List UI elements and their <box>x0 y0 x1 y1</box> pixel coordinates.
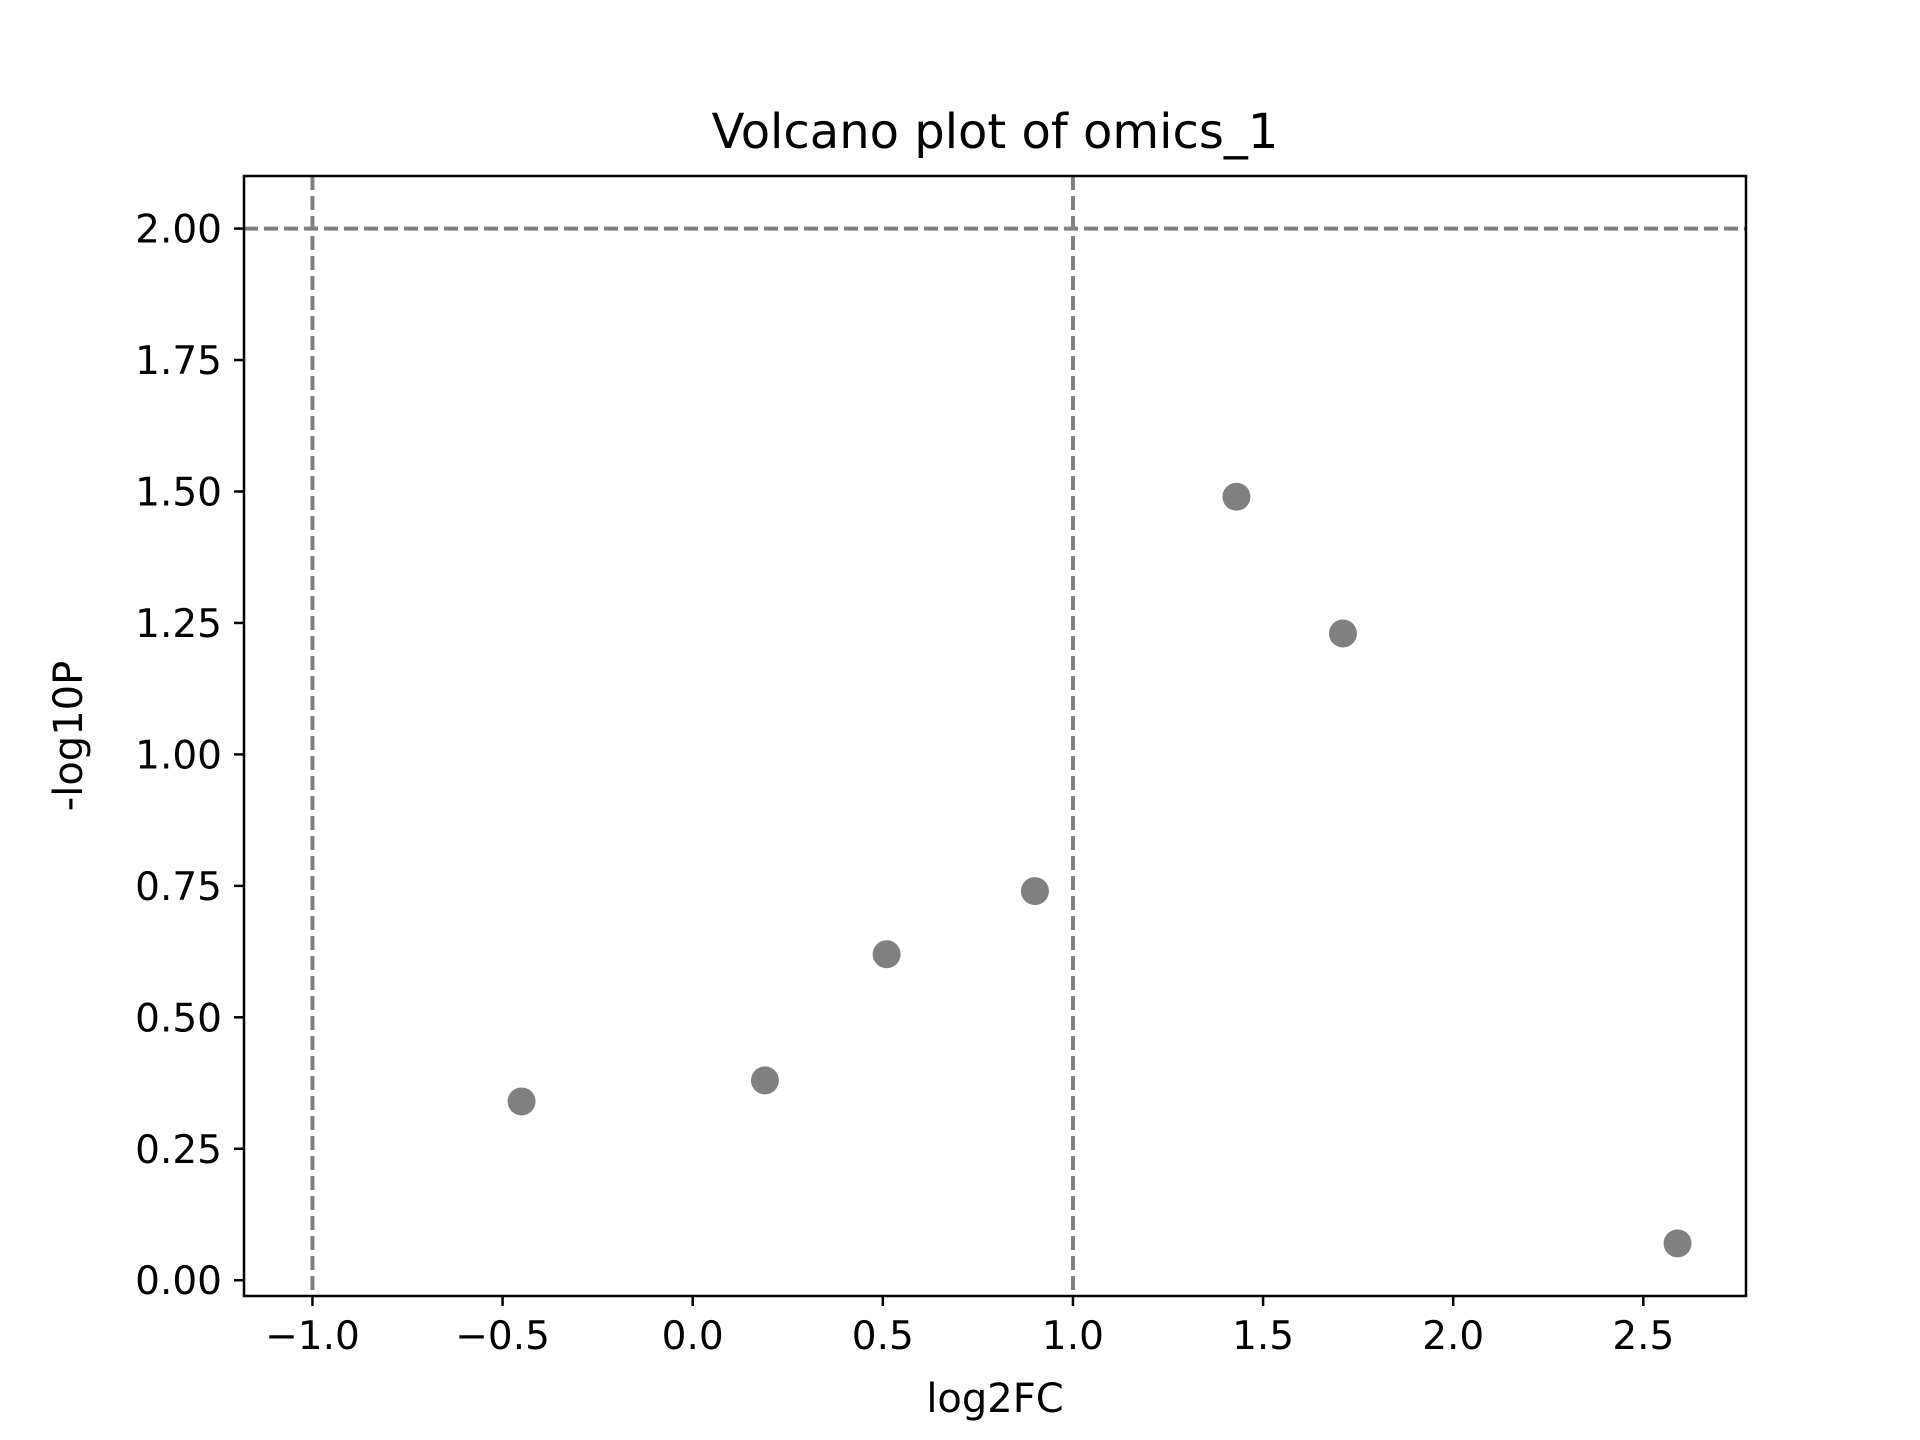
data-point <box>507 1087 536 1116</box>
x-tick-label: 1.0 <box>1042 1314 1104 1359</box>
data-point <box>1663 1229 1692 1258</box>
x-tick-label: 0.5 <box>852 1314 914 1359</box>
x-tick-label: −1.0 <box>265 1314 360 1359</box>
y-tick-label: 0.25 <box>135 1128 222 1173</box>
x-tick-label: 0.0 <box>662 1314 724 1359</box>
y-tick-label: 1.75 <box>135 339 222 384</box>
y-tick-label: 1.25 <box>135 602 222 647</box>
x-tick-label: 2.5 <box>1612 1314 1674 1359</box>
data-points <box>507 482 1692 1258</box>
x-axis-ticks: −1.0 −0.5 0.0 0.5 1.0 1.5 2.0 2.5 <box>265 1296 1674 1359</box>
y-tick-label: 1.00 <box>135 733 222 778</box>
y-tick-label: 2.00 <box>135 208 222 253</box>
y-tick-label: 1.50 <box>135 470 222 515</box>
data-point <box>872 940 901 969</box>
reference-lines <box>244 176 1746 1296</box>
y-tick-label: 0.00 <box>135 1259 222 1304</box>
data-point <box>1020 877 1049 906</box>
y-axis-ticks: 0.00 0.25 0.50 0.75 1.00 1.25 1.50 1.75 2.00 <box>135 208 244 1304</box>
data-point <box>1222 482 1251 511</box>
x-tick-label: −0.5 <box>455 1314 550 1359</box>
data-point <box>1328 619 1357 648</box>
y-tick-label: 0.75 <box>135 865 222 910</box>
y-tick-label: 0.50 <box>135 996 222 1041</box>
data-point <box>750 1066 779 1095</box>
x-axis-label: log2FC <box>926 1376 1063 1422</box>
plot-area-frame <box>242 174 1748 1298</box>
x-tick-label: 2.0 <box>1422 1314 1484 1359</box>
y-axis-label: -log10P <box>46 661 92 811</box>
chart-title: Volcano plot of omics_1 <box>712 104 1279 160</box>
x-tick-label: 1.5 <box>1232 1314 1294 1359</box>
